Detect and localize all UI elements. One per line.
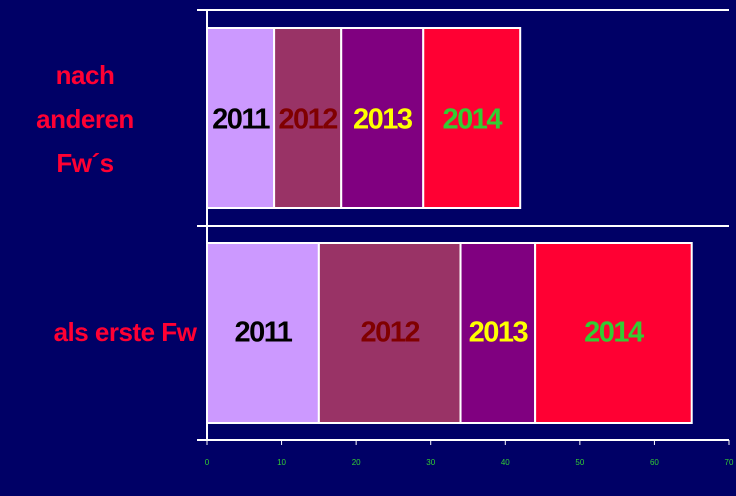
bar-segment	[340, 27, 425, 209]
x-tick-label: 30	[426, 458, 435, 467]
segment-label: 2013	[469, 317, 529, 349]
x-tick-label: 60	[650, 458, 659, 467]
bar-segment	[534, 242, 693, 424]
x-tick-label: 10	[277, 458, 286, 467]
x-tick-label: 50	[575, 458, 584, 467]
bar-segment	[273, 27, 343, 209]
bar-segment	[422, 27, 522, 209]
segment-label: 2014	[442, 104, 502, 136]
segment-label: 2014	[584, 317, 644, 349]
bar-segment	[317, 242, 462, 424]
x-tick-label: 0	[205, 458, 210, 467]
segment-label: 2012	[360, 317, 419, 349]
category-label: nach anderen Fw´s	[36, 60, 134, 178]
category-label: als erste Fw	[53, 317, 197, 347]
segment-label: 2012	[278, 104, 337, 136]
segment-label: 2013	[353, 104, 413, 136]
x-tick-label: 40	[501, 458, 510, 467]
segment-label: 2011	[212, 104, 270, 136]
segment-label: 2011	[234, 317, 292, 349]
bar-segment	[459, 242, 537, 424]
x-tick-label: 20	[352, 458, 361, 467]
x-tick-label: 70	[725, 458, 734, 467]
